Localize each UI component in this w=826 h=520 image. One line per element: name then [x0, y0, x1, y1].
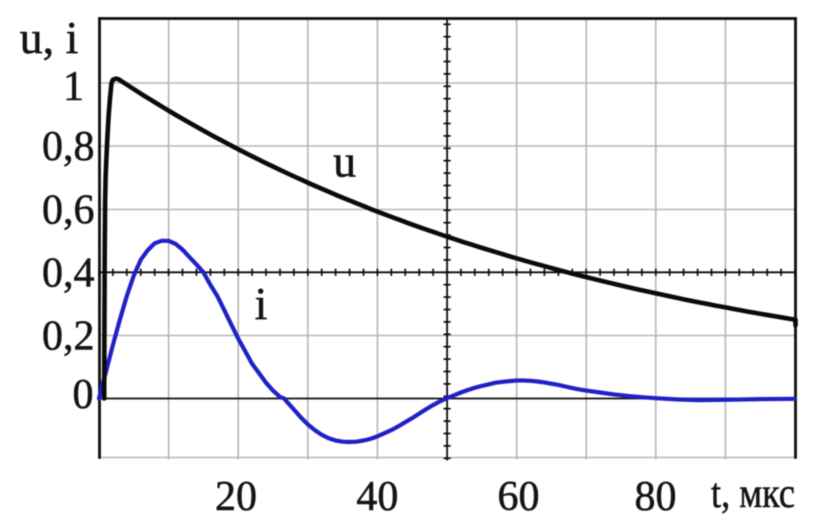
svg-text:0,6: 0,6	[42, 188, 95, 234]
svg-text:u, i: u, i	[20, 12, 79, 63]
svg-text:0,2: 0,2	[42, 314, 95, 360]
svg-text:0,4: 0,4	[42, 251, 95, 297]
svg-text:u: u	[333, 136, 356, 187]
svg-text:1: 1	[63, 64, 84, 110]
svg-text:60: 60	[498, 474, 540, 520]
svg-text:i: i	[255, 278, 268, 329]
svg-text:40: 40	[356, 474, 398, 520]
svg-text:20: 20	[215, 474, 257, 520]
svg-text:0: 0	[73, 372, 94, 418]
svg-text:t, мкс: t, мкс	[711, 471, 795, 517]
svg-text:80: 80	[635, 474, 677, 520]
svg-text:0,8: 0,8	[42, 124, 95, 170]
